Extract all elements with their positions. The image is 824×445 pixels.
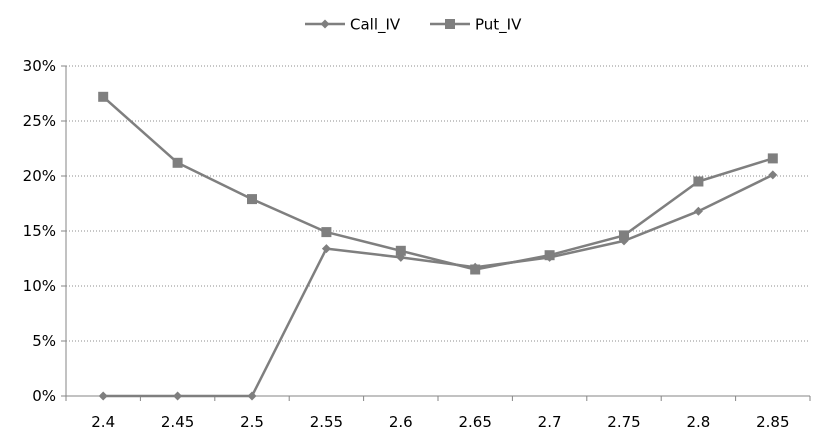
y-tick-label: 15% — [23, 222, 56, 240]
data-point-call-iv — [247, 391, 257, 401]
x-tick-label: 2.4 — [91, 413, 115, 431]
y-tick-label: 0% — [32, 387, 56, 405]
series-put-iv — [98, 91, 778, 275]
x-tick-label: 2.5 — [240, 413, 264, 431]
y-tick-label: 20% — [23, 167, 56, 185]
data-point-put-iv — [247, 194, 257, 205]
legend: Call_IV Put_IV — [305, 16, 522, 35]
x-tick-label: 2.6 — [389, 413, 413, 431]
data-point-put-iv — [544, 250, 555, 261]
series-line-put-iv — [102, 95, 774, 271]
y-tick-label: 25% — [23, 112, 56, 130]
x-tick-label: 2.85 — [756, 413, 789, 431]
data-point-put-iv — [767, 153, 778, 164]
x-tick-label: 2.45 — [161, 413, 194, 431]
data-point-call-iv — [693, 206, 703, 216]
x-tick-label: 2.7 — [538, 413, 562, 431]
series-call-iv — [98, 170, 778, 401]
series-layer — [98, 91, 778, 401]
data-point-put-iv — [693, 176, 704, 187]
y-tick-label: 30% — [23, 57, 56, 75]
y-tick-label: 5% — [32, 332, 56, 350]
x-axis-ticks: 2.4 2.45 2.5 2.55 2.6 2.65 2.7 2.75 2.8 2.85 — [65, 396, 811, 431]
legend-marker-diamond — [320, 19, 330, 29]
x-tick-label: 2.65 — [458, 413, 491, 431]
data-point-put-iv — [619, 230, 629, 241]
data-point-put-iv — [98, 91, 109, 102]
data-point-put-iv — [470, 264, 481, 275]
y-tick-label: 10% — [23, 277, 56, 295]
x-tick-label: 2.75 — [607, 413, 640, 431]
x-tick-label: 2.55 — [310, 413, 343, 431]
legend-item-put-iv: Put_IV — [430, 16, 522, 35]
legend-label-call-iv: Call_IV — [350, 16, 401, 35]
y-axis-ticks: 0% 5% 10% 15% 20% 25% 30% — [23, 57, 66, 405]
data-point-call-iv — [98, 391, 108, 401]
legend-label-put-iv: Put_IV — [475, 16, 522, 35]
x-tick-label: 2.8 — [686, 413, 710, 431]
legend-item-call-iv: Call_IV — [305, 16, 401, 35]
gridlines — [66, 65, 810, 342]
legend-marker-square — [445, 19, 455, 29]
data-point-put-iv — [395, 245, 406, 256]
data-point-put-iv — [172, 157, 183, 168]
data-point-call-iv — [321, 244, 331, 254]
data-point-call-iv — [768, 170, 778, 180]
data-point-put-iv — [321, 227, 332, 238]
data-point-call-iv — [173, 391, 183, 401]
series-line-call-iv — [103, 173, 774, 398]
